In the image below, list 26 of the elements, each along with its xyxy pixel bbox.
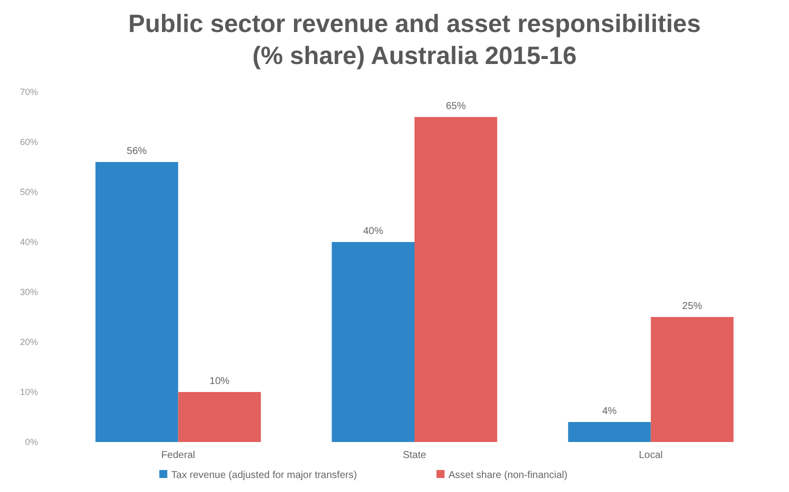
y-tick-label: 70% [20,87,38,98]
bar [332,242,414,442]
data-label: 56% [126,146,147,157]
y-tick-label: 30% [20,287,38,298]
y-tick-label: 0% [24,437,38,448]
y-tick-label: 20% [20,337,38,348]
y-tick-label: 10% [20,387,38,398]
bar [414,117,498,442]
y-tick-label: 50% [20,187,38,198]
data-label: 25% [682,301,702,312]
chart-title: Public sector revenue and asset responsibilities (% share) Australia 2015-16 [128,10,701,70]
data-label: 4% [602,406,617,417]
y-tick-label: 60% [20,137,38,148]
bar [178,392,261,442]
y-tick-label: 40% [20,237,38,248]
x-tick-label: Federal [161,450,196,461]
bar [650,317,734,442]
legend-label: Asset share (non-financial) [448,470,568,481]
legend-label: Tax revenue (adjusted for major transfers) [171,470,357,481]
bar [95,162,178,442]
data-label: 65% [446,101,466,112]
data-label: 10% [210,376,230,387]
data-label: 40% [363,226,384,237]
bar [568,422,651,442]
x-tick-label: Local [638,450,663,461]
x-tick-label: State [402,450,427,461]
